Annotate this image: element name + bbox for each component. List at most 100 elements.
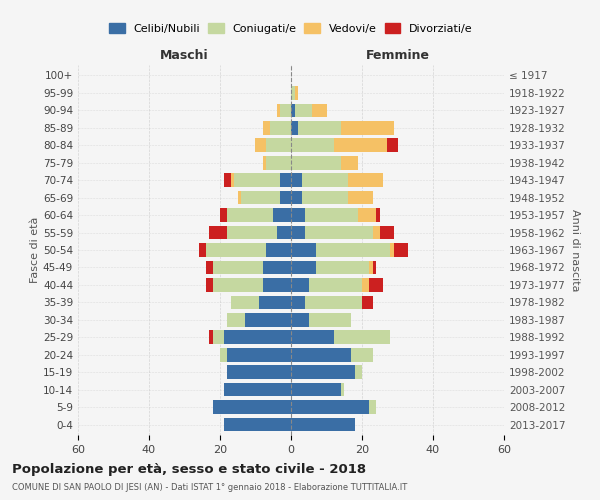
- Bar: [291, 366, 355, 379]
- Bar: [270, 121, 291, 134]
- Bar: [280, 174, 291, 187]
- Bar: [220, 208, 227, 222]
- Bar: [263, 121, 270, 134]
- Y-axis label: Fasce di età: Fasce di età: [30, 217, 40, 283]
- Bar: [227, 313, 245, 326]
- Bar: [376, 208, 380, 222]
- Bar: [266, 243, 291, 257]
- Bar: [266, 156, 291, 170]
- Bar: [295, 86, 298, 100]
- Bar: [259, 296, 291, 309]
- Bar: [369, 260, 373, 274]
- Bar: [355, 366, 362, 379]
- Bar: [313, 104, 326, 117]
- Bar: [316, 260, 369, 274]
- Bar: [291, 260, 316, 274]
- Bar: [362, 278, 369, 291]
- Bar: [369, 400, 376, 414]
- Bar: [309, 278, 362, 291]
- Bar: [291, 418, 355, 432]
- Bar: [305, 208, 358, 222]
- Bar: [291, 156, 341, 170]
- Bar: [234, 174, 280, 187]
- Bar: [263, 260, 291, 274]
- Bar: [291, 138, 334, 152]
- Bar: [227, 348, 291, 362]
- Bar: [291, 191, 302, 204]
- Text: Popolazione per età, sesso e stato civile - 2018: Popolazione per età, sesso e stato civil…: [12, 462, 366, 475]
- Bar: [266, 138, 291, 152]
- Bar: [298, 121, 341, 134]
- Bar: [263, 278, 291, 291]
- Bar: [230, 174, 234, 187]
- Bar: [373, 226, 380, 239]
- Bar: [380, 226, 394, 239]
- Bar: [291, 121, 298, 134]
- Bar: [291, 330, 334, 344]
- Bar: [373, 260, 376, 274]
- Bar: [238, 191, 241, 204]
- Bar: [213, 278, 263, 291]
- Bar: [291, 104, 295, 117]
- Bar: [291, 383, 341, 396]
- Bar: [209, 330, 213, 344]
- Bar: [263, 156, 266, 170]
- Bar: [341, 156, 358, 170]
- Bar: [291, 400, 369, 414]
- Text: Femmine: Femmine: [365, 48, 430, 62]
- Bar: [291, 348, 352, 362]
- Bar: [224, 330, 291, 344]
- Bar: [291, 278, 309, 291]
- Bar: [277, 104, 280, 117]
- Bar: [302, 174, 348, 187]
- Bar: [334, 138, 387, 152]
- Bar: [348, 174, 383, 187]
- Bar: [387, 138, 398, 152]
- Bar: [256, 138, 266, 152]
- Bar: [394, 243, 408, 257]
- Bar: [316, 243, 391, 257]
- Bar: [273, 208, 291, 222]
- Bar: [227, 226, 277, 239]
- Bar: [305, 226, 373, 239]
- Bar: [213, 260, 263, 274]
- Bar: [391, 243, 394, 257]
- Bar: [369, 278, 383, 291]
- Bar: [220, 348, 227, 362]
- Bar: [245, 313, 291, 326]
- Text: Maschi: Maschi: [160, 48, 209, 62]
- Bar: [291, 313, 309, 326]
- Bar: [309, 313, 352, 326]
- Bar: [291, 243, 316, 257]
- Bar: [227, 208, 273, 222]
- Bar: [241, 191, 280, 204]
- Bar: [206, 278, 213, 291]
- Bar: [213, 330, 224, 344]
- Bar: [291, 226, 305, 239]
- Bar: [334, 330, 391, 344]
- Bar: [277, 226, 291, 239]
- Bar: [348, 191, 373, 204]
- Bar: [230, 296, 259, 309]
- Bar: [227, 366, 291, 379]
- Bar: [199, 243, 206, 257]
- Legend: Celibi/Nubili, Coniugati/e, Vedovi/e, Divorziati/e: Celibi/Nubili, Coniugati/e, Vedovi/e, Di…: [105, 19, 477, 38]
- Bar: [291, 174, 302, 187]
- Bar: [341, 121, 394, 134]
- Bar: [362, 296, 373, 309]
- Bar: [213, 400, 291, 414]
- Bar: [291, 208, 305, 222]
- Bar: [291, 296, 305, 309]
- Bar: [358, 208, 376, 222]
- Bar: [280, 191, 291, 204]
- Bar: [206, 243, 266, 257]
- Bar: [206, 260, 213, 274]
- Bar: [224, 383, 291, 396]
- Bar: [305, 296, 362, 309]
- Bar: [295, 104, 313, 117]
- Bar: [224, 174, 230, 187]
- Y-axis label: Anni di nascita: Anni di nascita: [569, 209, 580, 291]
- Bar: [341, 383, 344, 396]
- Bar: [352, 348, 373, 362]
- Bar: [291, 86, 295, 100]
